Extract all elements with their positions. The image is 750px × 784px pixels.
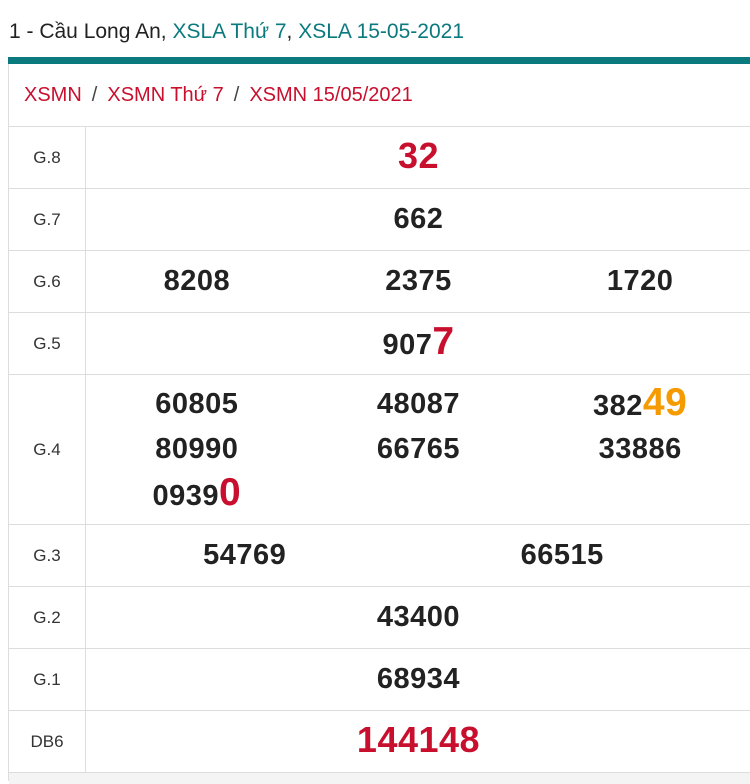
highlighted-digits: 7	[432, 320, 454, 363]
prize-numbers: 662	[86, 198, 750, 241]
prize-label: G.6	[9, 251, 86, 313]
prize-numbers: 54769 66515	[86, 534, 750, 577]
prize-numbers-cell: 9077	[86, 313, 750, 375]
prize-number: 32	[398, 134, 439, 181]
breadcrumb: XSMN / XSMN Thứ 7 / XSMN 15/05/2021	[9, 64, 750, 126]
xsla-date-link[interactable]: XSLA 15-05-2021	[298, 20, 464, 43]
prize-numbers: 9077	[86, 320, 750, 367]
prize-numbers-cell: 32	[86, 127, 750, 189]
prize-label: G.7	[9, 189, 86, 251]
title-prefix: 1 - Cầu Long An,	[9, 20, 172, 43]
number-digits: 907	[382, 329, 432, 361]
prize-row-g4: G.4 60805 48087 38249 80990 66765 33886 09390	[9, 375, 750, 525]
prize-numbers-cell: 68934	[86, 649, 750, 711]
prize-numbers: 32	[86, 134, 750, 181]
prize-numbers-cell: 43400	[86, 587, 750, 649]
highlighted-digits: 144148	[357, 719, 480, 760]
results-box: XSMN / XSMN Thứ 7 / XSMN 15/05/2021 G.8 3…	[8, 64, 750, 781]
prize-row-g3: G.3 54769 66515	[9, 525, 750, 587]
page-title: 1 - Cầu Long An, XSLA Thứ 7, XSLA 15-05-…	[9, 20, 464, 44]
number-digits: 1720	[607, 265, 674, 297]
prize-number: 66515	[521, 534, 604, 577]
highlighted-digits: 49	[643, 381, 687, 424]
prize-number: 8208	[164, 260, 231, 303]
number-digits: 2375	[385, 265, 452, 297]
prize-number: 54769	[203, 534, 286, 577]
number-digits: 68934	[377, 663, 460, 695]
prize-number: 66765	[377, 428, 460, 471]
title-comma: ,	[287, 20, 299, 43]
breadcrumb-xsmn-date[interactable]: XSMN 15/05/2021	[249, 84, 412, 107]
title-divider	[8, 57, 750, 64]
prize-row-g8: G.8 32	[9, 127, 750, 189]
prize-numbers: 43400	[86, 596, 750, 639]
prize-number: 48087	[377, 383, 460, 426]
prize-number: 144148	[357, 718, 480, 765]
prize-number: 2375	[385, 260, 452, 303]
breadcrumb-separator: /	[92, 84, 98, 107]
prize-label: G.2	[9, 587, 86, 649]
number-digits: 43400	[377, 601, 460, 633]
prize-number: 38249	[593, 381, 687, 428]
number-digits: 60805	[155, 388, 238, 420]
breadcrumb-xsmn-weekday[interactable]: XSMN Thứ 7	[107, 84, 223, 107]
prize-numbers-cell: 144148	[86, 711, 750, 773]
number-digits: 662	[394, 203, 444, 235]
xsla-weekday-link[interactable]: XSLA Thứ 7	[172, 20, 286, 43]
breadcrumb-separator: /	[234, 84, 240, 107]
prize-row-g1: G.1 68934	[9, 649, 750, 711]
prize-number: 662	[394, 198, 444, 241]
highlighted-digits: 0	[219, 471, 241, 514]
number-digits: 0939	[152, 480, 219, 512]
number-digits: 8208	[164, 265, 231, 297]
prize-label: G.3	[9, 525, 86, 587]
prize-numbers: 8208 2375 1720	[86, 260, 750, 303]
prize-numbers-cell: 54769 66515	[86, 525, 750, 587]
number-digits: 66765	[377, 433, 460, 465]
prize-numbers: 144148	[86, 718, 750, 765]
number-digits: 66515	[521, 539, 604, 571]
number-digits: 382	[593, 390, 643, 422]
prize-row-g7: G.7 662	[9, 189, 750, 251]
prize-label: G.5	[9, 313, 86, 375]
prize-row-db6: DB6 144148	[9, 711, 750, 773]
highlighted-digits: 32	[398, 135, 439, 176]
prize-number: 60805	[155, 383, 238, 426]
breadcrumb-xsmn[interactable]: XSMN	[24, 84, 82, 107]
prize-row-g5: G.5 9077	[9, 313, 750, 375]
number-digits: 80990	[155, 433, 238, 465]
prize-numbers-cell: 662	[86, 189, 750, 251]
prize-number: 33886	[599, 428, 682, 471]
prize-number: 68934	[377, 658, 460, 701]
prize-numbers: 60805 48087 38249 80990 66765 33886 09390	[86, 375, 750, 524]
number-digits: 33886	[599, 433, 682, 465]
prize-number: 43400	[377, 596, 460, 639]
prize-numbers-cell: 8208 2375 1720	[86, 251, 750, 313]
prize-label: G.1	[9, 649, 86, 711]
number-digits: 54769	[203, 539, 286, 571]
prize-row-g2: G.2 43400	[9, 587, 750, 649]
prize-label: G.8	[9, 127, 86, 189]
prize-number: 9077	[382, 320, 454, 367]
prize-number: 1720	[607, 260, 674, 303]
number-digits: 48087	[377, 388, 460, 420]
prize-numbers-cell: 60805 48087 38249 80990 66765 33886 09390	[86, 375, 750, 525]
table-footer	[9, 772, 750, 784]
prize-number: 80990	[155, 428, 238, 471]
prize-numbers: 68934	[86, 658, 750, 701]
prize-label: DB6	[9, 711, 86, 773]
prize-label: G.4	[9, 375, 86, 525]
prize-number: 09390	[152, 471, 241, 518]
prize-row-g6: G.6 8208 2375 1720	[9, 251, 750, 313]
